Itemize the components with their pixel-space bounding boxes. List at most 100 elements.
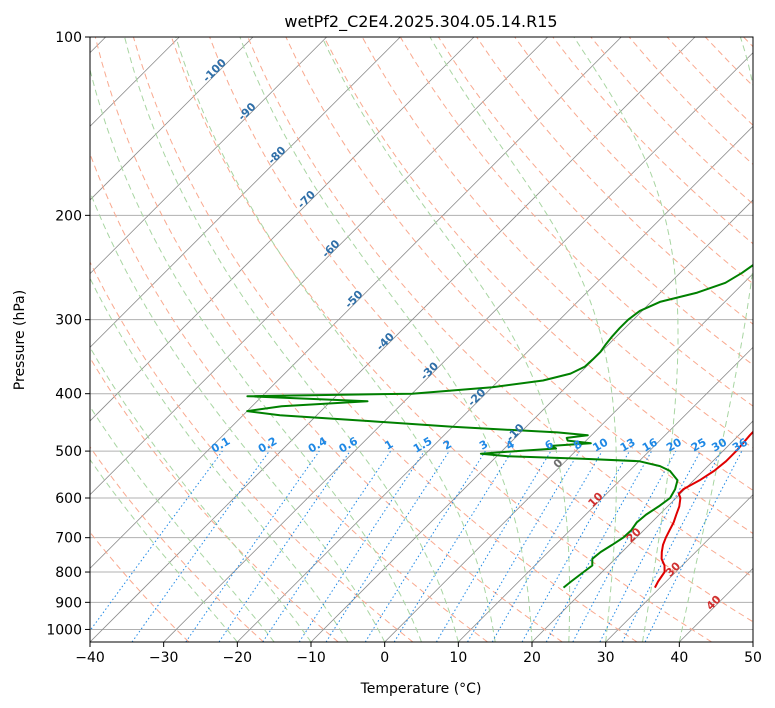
x-tick-label: 50 <box>744 650 762 666</box>
mixing-ratio-label: 0.1 <box>209 435 232 456</box>
mixing-ratio-label: 20 <box>664 435 684 454</box>
moist-adiabat-line <box>239 37 533 642</box>
dry-adiabat-line <box>743 37 753 48</box>
mixing-ratio-label: 16 <box>640 435 660 454</box>
dry-adiabat-label: 30 <box>663 559 683 579</box>
mixing-ratio-line <box>599 450 701 642</box>
moist-adiabat-line <box>90 67 422 642</box>
dry-adiabat-label: 40 <box>704 592 724 612</box>
mixing-ratio-label: 30 <box>709 435 729 454</box>
x-tick-label: 10 <box>449 650 467 666</box>
mixing-ratio-line <box>185 450 320 642</box>
mixing-ratio-lines <box>90 450 743 642</box>
x-tick-label: −40 <box>75 650 105 666</box>
dry-adiabat-line <box>209 37 753 623</box>
plot-frame <box>89 36 754 643</box>
dry-adiabat-line <box>90 356 339 642</box>
y-tick-label: 800 <box>55 565 82 581</box>
isotherm-line <box>90 37 401 348</box>
dewpoint-profile <box>246 263 753 589</box>
y-tick-label: 100 <box>55 30 82 46</box>
dry-adiabat-line <box>132 37 638 642</box>
mixing-ratio-line <box>131 450 270 642</box>
x-tick-label: 30 <box>597 650 615 666</box>
dry-adiabat-line <box>514 37 753 285</box>
isotherm-line <box>752 641 753 642</box>
mixing-ratio-line <box>393 450 513 642</box>
dry-adiabat-line <box>90 152 488 642</box>
isotherm-line <box>605 494 753 642</box>
moist-adiabat-line <box>124 37 459 642</box>
dry-adiabat-line <box>171 37 712 642</box>
mixing-ratio-line <box>325 450 450 642</box>
isotherm-line <box>458 346 753 642</box>
dry-adiabat-line <box>90 446 264 642</box>
mixing-ratio-line <box>435 450 552 642</box>
moist-adiabat-line <box>175 37 496 642</box>
mixing-ratio-line <box>545 450 653 642</box>
mixing-ratio-label: 10 <box>590 435 610 454</box>
temperature-profile <box>654 430 753 589</box>
y-tick-label: 700 <box>55 531 82 547</box>
x-tick-label: −10 <box>296 650 326 666</box>
chart-title: wetPf2_C2E4.2025.304.05.14.R15 <box>284 12 557 32</box>
moist-adiabat-lines <box>90 37 753 642</box>
plot-area: 0.1 0.2 0.4 0.6 1 1.5 2 3 4 6 8 10 13 16 20 25 30 36-100-… <box>90 37 753 642</box>
mixing-ratio-label: 0.6 <box>337 434 361 455</box>
y-tick-label: 900 <box>55 595 82 611</box>
y-axis-label: Pressure (hPa) <box>12 290 28 390</box>
dry-adiabat-line <box>323 37 753 491</box>
x-axis-ticks: −40 −30 −20 −10 0 10 20 30 40 50 <box>75 642 762 666</box>
mixing-ratio-line <box>644 450 743 642</box>
moist-adiabat-line <box>90 277 349 642</box>
isotherm-line <box>90 37 475 422</box>
isotherm-line <box>384 273 753 642</box>
dry-adiabat-line <box>666 37 753 126</box>
dry-adiabat-line <box>437 37 753 366</box>
y-axis-ticks: 100 200 300 400 500 600 700 800 900 1000 <box>46 30 90 638</box>
isotherm-line <box>163 52 753 642</box>
mixing-ratio-label: 8 <box>571 438 584 453</box>
isotherm-line <box>237 125 753 642</box>
dry-adiabat-label: -100 <box>200 56 229 85</box>
y-tick-label: 500 <box>55 444 82 460</box>
moist-adiabat-line <box>90 190 386 642</box>
x-tick-label: −30 <box>149 650 179 666</box>
moist-adiabat-line <box>321 37 571 642</box>
dry-adiabat-line <box>90 260 414 642</box>
isotherm-line <box>679 567 753 642</box>
mixing-ratio-line <box>90 450 223 632</box>
mixing-ratio-label: 1.5 <box>411 435 434 456</box>
y-tick-label: 200 <box>55 208 82 224</box>
moist-adiabat-line <box>678 37 753 642</box>
dry-adiabat-label: -60 <box>319 237 342 260</box>
mixing-ratio-line <box>298 450 425 642</box>
moist-adiabat-line <box>90 346 312 642</box>
x-tick-label: 0 <box>380 650 389 666</box>
dry-adiabat-line <box>590 37 753 205</box>
isotherm-line <box>90 37 327 275</box>
y-tick-label: 1000 <box>46 622 82 638</box>
mixing-ratio-line <box>364 450 486 642</box>
dry-adiabat-label: 20 <box>624 525 644 545</box>
moist-adiabat-line <box>573 37 679 642</box>
mixing-ratio-label: 25 <box>689 436 709 455</box>
dry-adiabat-line <box>476 37 753 325</box>
mixing-ratio-line <box>467 450 580 642</box>
y-tick-label: 400 <box>55 387 82 403</box>
mixing-ratio-label: 2 <box>441 438 454 453</box>
line-labels: 0.1 0.2 0.4 0.6 1 1.5 2 3 4 6 8 10 13 16 20 25 30 36-100-… <box>200 56 750 613</box>
moist-adiabat-line <box>90 405 275 642</box>
isotherm-line <box>90 37 254 201</box>
y-tick-label: 600 <box>55 491 82 507</box>
x-tick-label: −20 <box>223 650 253 666</box>
mixing-ratio-line <box>572 450 677 642</box>
dry-adiabat-label: -90 <box>235 100 258 123</box>
dry-adiabat-label: -70 <box>295 188 318 211</box>
x-tick-label: 40 <box>670 650 688 666</box>
dry-adiabat-line <box>94 37 563 642</box>
mixing-ratio-label: 0.4 <box>306 434 330 455</box>
isotherm-line <box>90 37 622 569</box>
x-axis-label: Temperature (°C) <box>360 681 482 697</box>
